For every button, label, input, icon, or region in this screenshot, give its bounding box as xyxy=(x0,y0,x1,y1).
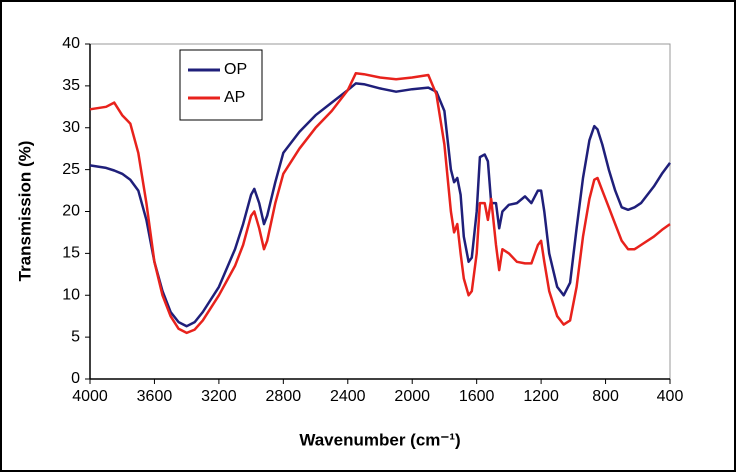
y-tick-label: 40 xyxy=(62,35,80,52)
x-tick-label: 2400 xyxy=(330,388,366,405)
x-tick-label: 4000 xyxy=(72,388,108,405)
x-tick-label: 2000 xyxy=(394,388,430,405)
y-tick-label: 0 xyxy=(71,370,80,387)
x-tick-label: 3600 xyxy=(137,388,173,405)
x-tick-label: 1600 xyxy=(459,388,495,405)
x-tick-label: 1200 xyxy=(523,388,559,405)
y-axis-title: Transmission (%) xyxy=(15,141,34,282)
x-tick-label: 800 xyxy=(592,388,619,405)
y-tick-label: 35 xyxy=(62,77,80,94)
y-tick-label: 30 xyxy=(62,119,80,136)
legend-label: AP xyxy=(224,89,245,106)
y-tick-label: 20 xyxy=(62,203,80,220)
series-line xyxy=(89,72,671,335)
y-tick-label: 5 xyxy=(71,328,80,345)
x-tick-label: 3200 xyxy=(201,388,237,405)
y-tick-label: 15 xyxy=(62,245,80,262)
y-tick-label: 25 xyxy=(62,161,80,178)
x-tick-label: 400 xyxy=(657,388,684,405)
series-line xyxy=(89,82,672,328)
y-tick-label: 10 xyxy=(62,286,80,303)
legend-label: OP xyxy=(224,61,247,78)
x-axis-title: Wavenumber (cm⁻¹) xyxy=(299,430,460,449)
x-tick-label: 2800 xyxy=(266,388,302,405)
legend-box xyxy=(179,49,263,121)
